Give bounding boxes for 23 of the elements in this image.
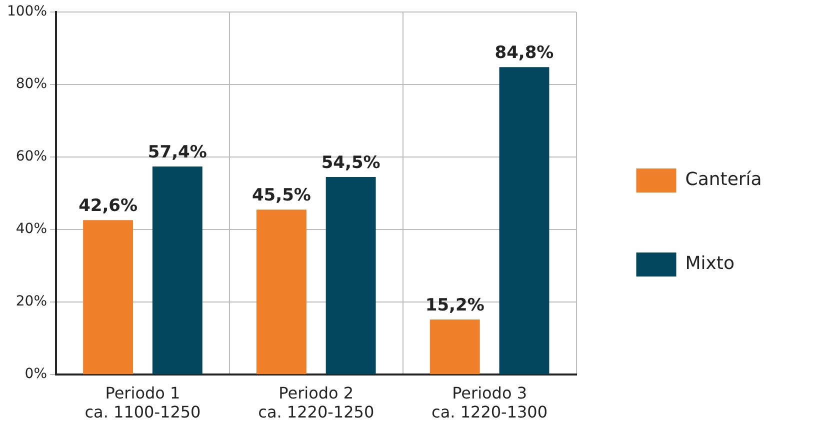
bar bbox=[83, 220, 134, 374]
legend-label: Mixto bbox=[685, 253, 735, 274]
bar bbox=[326, 176, 376, 374]
y-tick-label: 0% bbox=[24, 366, 48, 382]
y-tick-label: 100% bbox=[6, 4, 48, 20]
bar bbox=[256, 210, 306, 374]
data-label: 15,2% bbox=[425, 295, 484, 316]
bar bbox=[499, 67, 550, 374]
data-label: 84,8% bbox=[494, 43, 554, 64]
data-label: 45,5% bbox=[252, 186, 311, 206]
data-label: 42,6% bbox=[78, 196, 138, 216]
y-tick-label: 40% bbox=[16, 221, 48, 238]
data-label: 57,4% bbox=[148, 142, 207, 162]
y-tick-label: 20% bbox=[16, 294, 48, 310]
data-label: 54,5% bbox=[321, 152, 380, 173]
y-tick-label: 80% bbox=[16, 76, 48, 92]
y-tick-label: 60% bbox=[16, 148, 48, 165]
x-tick-label: Periodo 3 ca. 1220-1300 bbox=[432, 383, 548, 422]
x-tick-label: Periodo 2 ca. 1220-1250 bbox=[258, 383, 374, 422]
legend-label: Cantería bbox=[685, 169, 762, 190]
bar bbox=[430, 319, 480, 374]
x-tick-label: Periodo 1 ca. 1100-1250 bbox=[84, 383, 201, 422]
bar bbox=[152, 166, 202, 374]
